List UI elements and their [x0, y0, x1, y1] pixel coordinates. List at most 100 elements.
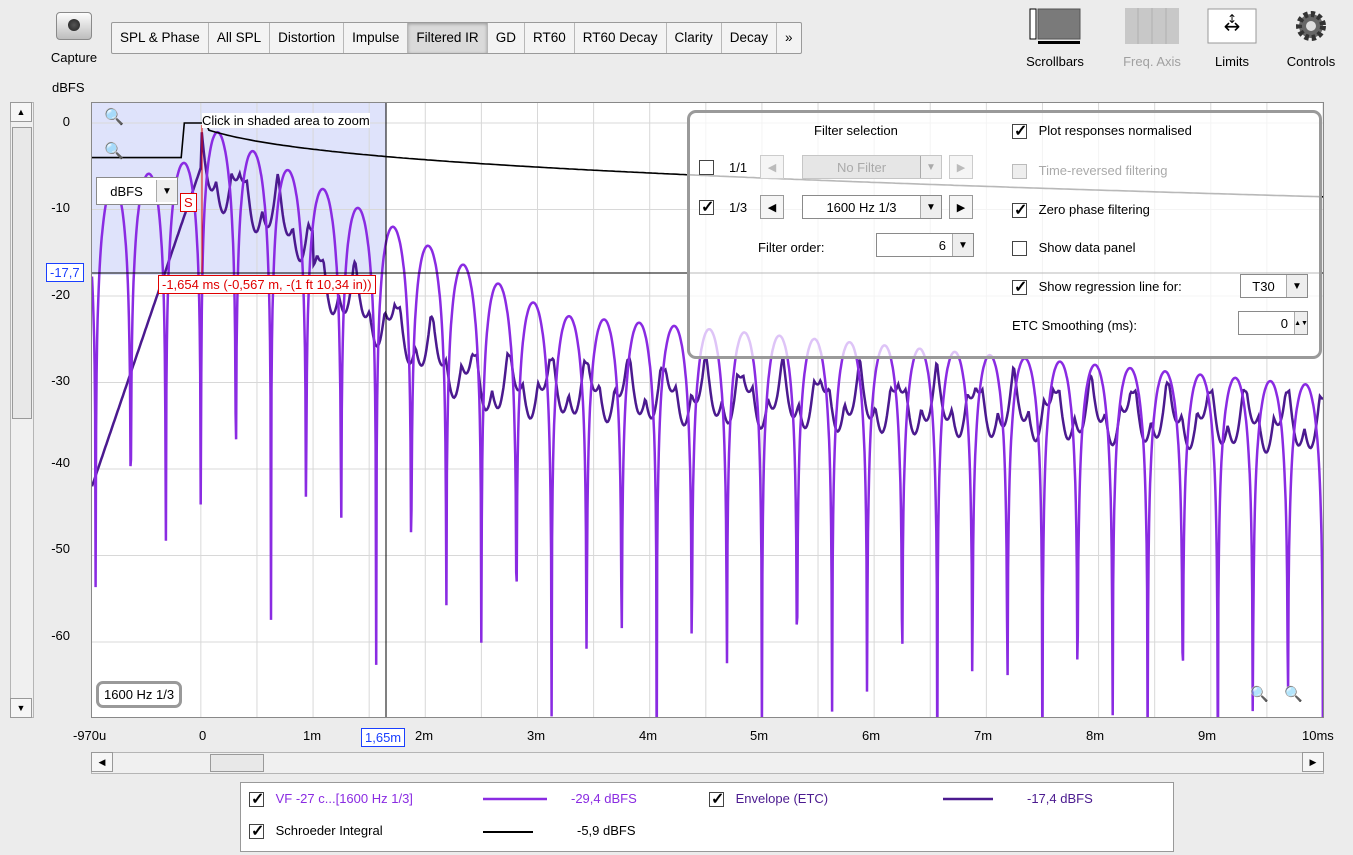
x-tick-label: 1m [303, 728, 322, 743]
cursor-readout: -1,654 ms (-0,567 m, -(1 ft 10,34 in)) [158, 275, 376, 294]
octave-filter-select[interactable]: No Filter ▼ [802, 155, 942, 179]
third-octave-prev-button[interactable]: ◀ [760, 195, 784, 219]
legend-value-schroeder: -5,9 dBFS [577, 823, 636, 838]
legend-item-ir[interactable]: VF -27 c...[1600 Hz 1/3] [249, 789, 413, 809]
y-tick-label: -50 [51, 541, 70, 556]
view-tabs: SPL & Phase All SPL Distortion Impulse F… [111, 22, 802, 54]
tab-filtered-ir[interactable]: Filtered IR [408, 23, 488, 53]
legend-value-etc: -17,4 dBFS [1027, 791, 1093, 806]
x-tick-label: 5m [750, 728, 769, 743]
tab-spl-phase[interactable]: SPL & Phase [112, 23, 209, 53]
tab-decay[interactable]: Decay [722, 23, 778, 53]
y-tick-label: -40 [51, 455, 70, 470]
tab-rt60[interactable]: RT60 [525, 23, 575, 53]
zoom-in-x-icon[interactable]: 🔍 [1284, 686, 1303, 703]
spinner-arrows-icon[interactable]: ▲▼ [1294, 312, 1308, 334]
zoom-out-x-icon[interactable]: 🔍 [1250, 686, 1269, 703]
legend-swatch-ir [483, 797, 547, 801]
regression-line-option[interactable]: Show regression line for: [1012, 277, 1182, 297]
capture-label: Capture [50, 50, 98, 65]
filter-badge: 1600 Hz 1/3 [96, 681, 183, 708]
chevron-down-icon: ▼ [1286, 275, 1307, 297]
controls-button[interactable]: Controls [1276, 6, 1346, 69]
x-tick-label: 8m [1086, 728, 1105, 743]
unit-select[interactable]: dBFS ▼ [96, 177, 178, 205]
vertical-scroll-thumb[interactable] [12, 127, 32, 419]
vertical-scrollbar[interactable]: ▲ ▼ [10, 102, 34, 718]
tab-all-spl[interactable]: All SPL [209, 23, 271, 53]
camera-icon [56, 12, 92, 40]
freq-axis-button[interactable]: Freq. Axis [1112, 6, 1192, 69]
tab-gd[interactable]: GD [488, 23, 525, 53]
horizontal-scrollbar[interactable]: ◀ ▶ [91, 752, 1324, 774]
capture-button[interactable]: Capture [44, 8, 104, 70]
peak-label: S [180, 193, 197, 212]
cursor-y-readout: -17,7 [46, 263, 84, 282]
tab-clarity[interactable]: Clarity [667, 23, 722, 53]
x-tick-label: -970u [73, 728, 107, 743]
scroll-right-button[interactable]: ▶ [1302, 752, 1324, 772]
limits-icon: ↔ ↕ [1200, 6, 1264, 46]
tab-more[interactable]: » [785, 30, 793, 45]
legend-item-schroeder[interactable]: Schroeder Integral [249, 821, 383, 841]
scrollbars-icon [1020, 6, 1090, 46]
time-reversed-option[interactable]: Time-reversed filtering [1012, 163, 1167, 180]
legend-value-ir: -29,4 dBFS [571, 791, 637, 806]
limits-button[interactable]: ↔ ↕ Limits [1200, 6, 1264, 69]
chevron-down-icon: ▼ [920, 156, 941, 178]
plot-normalised-option[interactable]: Plot responses normalised [1012, 121, 1192, 141]
etc-smoothing-label: ETC Smoothing (ms): [1012, 318, 1137, 333]
filter-panel: Filter selection 1/1 ◀ No Filter▼ ▶ 1/3 … [687, 110, 1322, 359]
y-tick-label: -30 [51, 373, 70, 388]
octave-label: 1/1 [729, 160, 748, 175]
legend-panel: VF -27 c...[1600 Hz 1/3] -29,4 dBFS Enve… [240, 782, 1174, 852]
y-tick-label: -10 [51, 200, 70, 215]
x-tick-label: 3m [527, 728, 546, 743]
x-tick-label: 4m [639, 728, 658, 743]
zoom-hint: Click in shaded area to zoom [202, 113, 370, 128]
x-tick-label: 9m [1198, 728, 1217, 743]
legend-item-etc[interactable]: Envelope (ETC) [709, 789, 828, 809]
legend-swatch-schroeder [483, 831, 533, 833]
chevron-down-icon: ▼ [952, 234, 973, 256]
zero-phase-option[interactable]: Zero phase filtering [1012, 200, 1150, 220]
etc-smoothing-spinner[interactable]: 0 ▲▼ [1238, 311, 1308, 335]
x-tick-label: 10ms [1302, 728, 1334, 743]
y-tick-label: -60 [51, 628, 70, 643]
third-octave-filter-select[interactable]: 1600 Hz 1/3 ▼ [802, 195, 942, 219]
third-octave-checkbox[interactable] [699, 197, 714, 217]
x-tick-label: 7m [974, 728, 993, 743]
x-tick-label: 6m [862, 728, 881, 743]
x-tick-label: 0 [199, 728, 207, 743]
tab-distortion[interactable]: Distortion [270, 23, 345, 53]
third-octave-label: 1/3 [729, 200, 748, 215]
scroll-down-button[interactable]: ▼ [10, 698, 32, 718]
zoom-in-icon[interactable]: 🔍 [104, 109, 124, 126]
octave-next-button[interactable]: ▶ [949, 155, 973, 179]
octave-checkbox[interactable] [699, 159, 714, 176]
horizontal-scroll-thumb[interactable] [210, 754, 264, 772]
scroll-up-button[interactable]: ▲ [10, 102, 32, 122]
chevron-down-icon: ▼ [920, 196, 941, 218]
show-data-panel-option[interactable]: Show data panel [1012, 240, 1135, 257]
x-tick-label: 2m [415, 728, 434, 743]
gear-icon [1276, 6, 1346, 46]
tab-rt60-decay[interactable]: RT60 Decay [575, 23, 667, 53]
y-tick-label: -20 [51, 287, 70, 302]
scroll-left-button[interactable]: ◀ [91, 752, 113, 772]
third-octave-next-button[interactable]: ▶ [949, 195, 973, 219]
filter-selection-title: Filter selection [814, 123, 898, 138]
legend-swatch-etc [943, 797, 993, 801]
svg-text:↕: ↕ [1227, 12, 1237, 26]
regression-select[interactable]: T30 ▼ [1240, 274, 1308, 298]
filter-order-select[interactable]: 6 ▼ [876, 233, 974, 257]
scrollbars-button[interactable]: Scrollbars [1020, 6, 1090, 69]
y-tick-label: 0 [62, 114, 70, 129]
zoom-out-icon[interactable]: 🔍 [104, 143, 124, 160]
y-axis-unit: dBFS [52, 80, 85, 95]
chevron-down-icon: ▼ [156, 180, 177, 202]
octave-prev-button[interactable]: ◀ [760, 155, 784, 179]
tab-impulse[interactable]: Impulse [344, 23, 409, 53]
filter-order-label: Filter order: [758, 240, 825, 255]
cursor-x-readout: 1,65m [361, 728, 406, 747]
